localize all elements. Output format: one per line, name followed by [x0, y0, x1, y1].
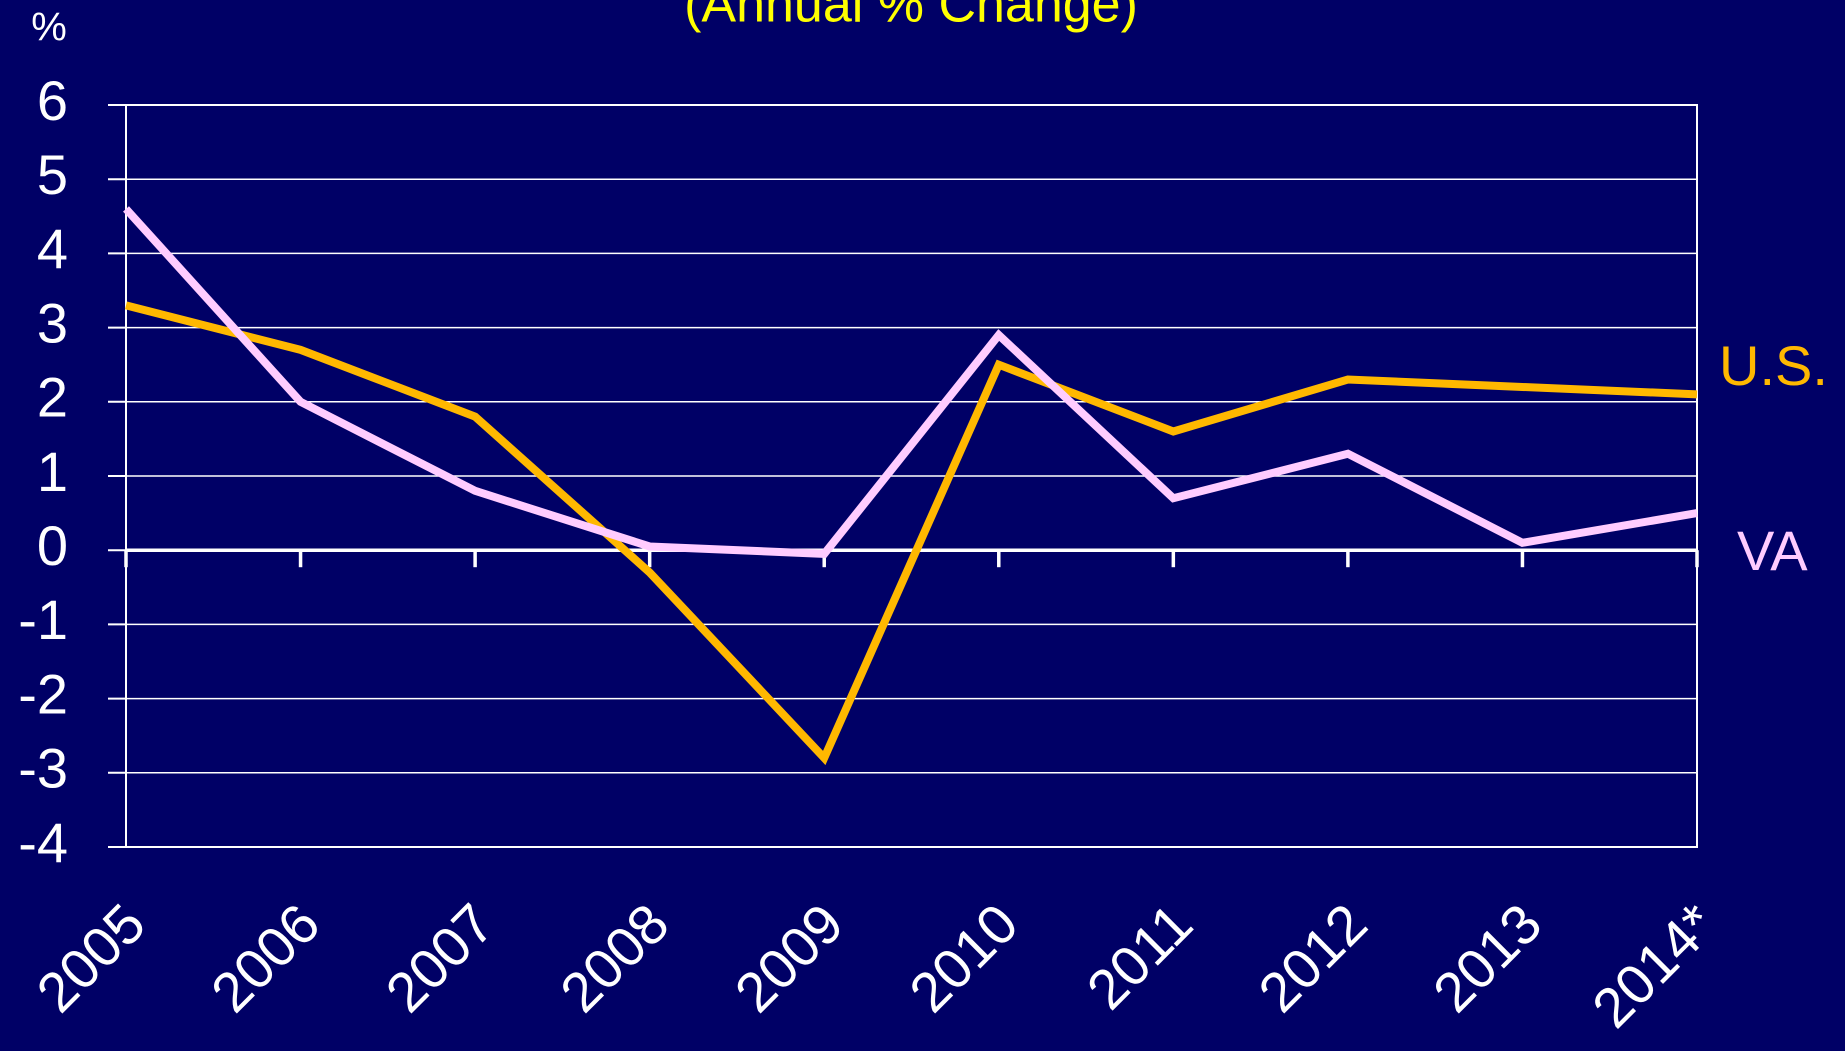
- y-tick-label: 5: [37, 143, 68, 206]
- series-line: [125, 301, 1698, 766]
- y-tick-label: -3: [18, 737, 68, 800]
- chart-title: (Annual % Change): [684, 0, 1138, 34]
- y-axis-label: %: [31, 6, 67, 50]
- y-tick-label: 0: [37, 514, 68, 577]
- y-tick-label: -1: [18, 588, 68, 651]
- y-tick-label: -4: [18, 811, 68, 874]
- y-tick-label: 3: [37, 291, 68, 354]
- series-label: U.S.: [1719, 334, 1828, 397]
- series-label: VA: [1737, 519, 1808, 582]
- y-tick-label: 6: [37, 69, 68, 132]
- y-tick-label: 4: [37, 217, 68, 280]
- plot-border: [125, 104, 1698, 848]
- y-tick-label: -2: [18, 662, 68, 725]
- y-tick-label: 1: [37, 440, 68, 503]
- y-tick-label: 2: [37, 366, 68, 429]
- series-line: [123, 206, 1698, 558]
